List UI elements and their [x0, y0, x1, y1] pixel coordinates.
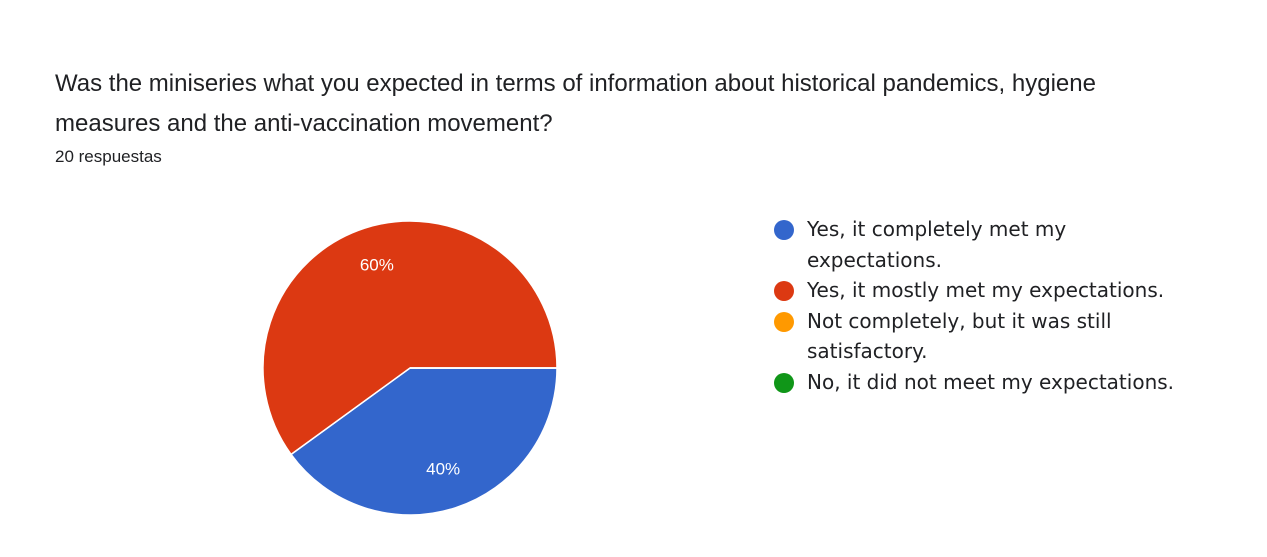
legend-item: Yes, it mostly met my expectations. [774, 275, 1194, 306]
legend-label: Yes, it completely met my expectations. [807, 217, 1067, 272]
legend-swatch [774, 372, 794, 393]
pie-slice [290, 367, 558, 516]
slice-label: 40% [426, 460, 460, 479]
chart-subtitle: 20 respuestas [55, 147, 162, 166]
legend-item: No, it did not meet my expectations. [774, 367, 1194, 398]
chart-title: Was the miniseries what you expected in … [55, 70, 1096, 137]
legend-label: Not completely, but it was still satisfa… [807, 308, 1112, 364]
pie-chart: 40% 60% [262, 220, 558, 516]
legend-swatch [774, 281, 794, 301]
legend-swatch [774, 311, 794, 332]
legend: Yes, it completely met my expectations. Y… [774, 214, 1194, 397]
legend-label: Yes, it mostly met my expectations. [807, 278, 1165, 302]
pie-slice [262, 220, 558, 456]
legend-item: Not completely, but it was still satisfa… [774, 306, 1194, 367]
slice-label: 60% [360, 255, 394, 274]
legend-item: Yes, it completely met my expectations. [774, 214, 1194, 275]
legend-label: No, it did not meet my expectations. [807, 369, 1175, 394]
legend-swatch [774, 220, 794, 240]
